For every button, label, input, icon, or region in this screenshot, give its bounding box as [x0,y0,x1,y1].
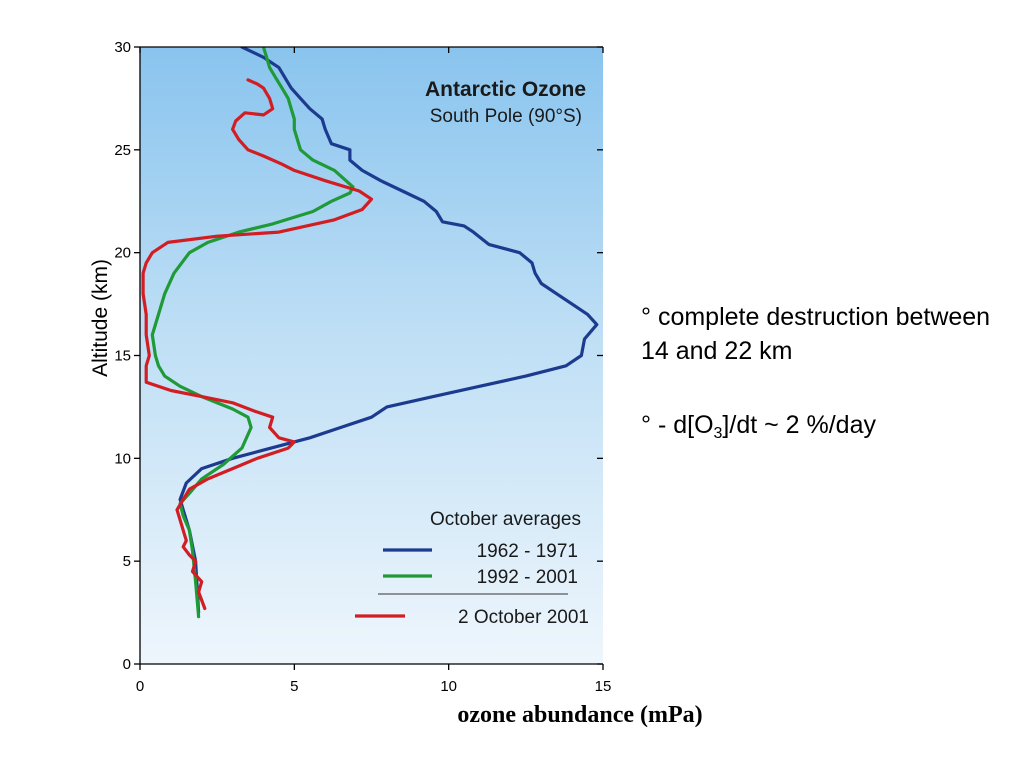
note-rate-prefix: ° - d[O [641,411,714,439]
note-rate: ° - d[O3]/dt ~ 2 %/day [641,408,1021,442]
y-tick-label: 5 [123,553,131,570]
x-tick-label: 0 [136,678,144,695]
y-tick-label: 20 [114,245,131,262]
legend-label-3: 2 October 2001 [458,607,589,628]
series-line-1 [178,47,599,615]
y-tick-label: 10 [114,450,131,467]
note-destruction: ° complete destruction between 14 and 22… [641,303,991,365]
series-line-2 [150,47,355,619]
legend-label-1: 1962 - 1971 [477,541,578,562]
note-rate-suffix: ]/dt ~ 2 %/day [722,411,876,439]
chart-subtitle: South Pole (90°S) [430,106,582,127]
legend: October averages 1962 - 1971 1992 - 2001 2… [355,509,589,628]
legend-label-2: 1992 - 2001 [477,567,578,588]
x-tick-label: 5 [290,678,298,695]
x-tick-label: 10 [440,678,457,695]
y-tick-label: 0 [123,656,131,673]
notes-panel: ° complete destruction between 14 and 22… [641,300,1021,442]
plot-background [140,47,603,664]
x-tick-label: 15 [595,678,612,695]
legend-title: October averages [430,509,581,530]
x-axis-label: ozone abundance (mPa) [457,702,703,728]
y-axis-label: Altitude (km) [89,259,112,377]
note-rate-subscript: 3 [713,425,723,442]
y-tick-label: 15 [114,348,131,365]
chart-title: Antarctic Ozone [425,78,586,101]
series-line-3 [141,78,374,611]
y-tick-label: 30 [114,39,131,56]
y-tick-label: 25 [114,142,131,159]
